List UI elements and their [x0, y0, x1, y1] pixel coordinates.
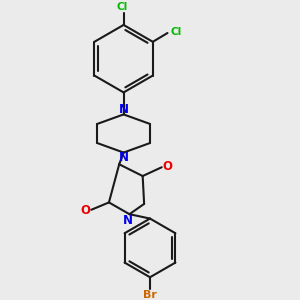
Text: N: N	[123, 214, 133, 226]
Text: Cl: Cl	[170, 26, 181, 37]
Text: O: O	[163, 160, 172, 173]
Text: Br: Br	[143, 290, 157, 300]
Text: O: O	[80, 204, 91, 217]
Text: Cl: Cl	[116, 2, 128, 12]
Text: N: N	[118, 151, 129, 164]
Text: N: N	[118, 103, 129, 116]
